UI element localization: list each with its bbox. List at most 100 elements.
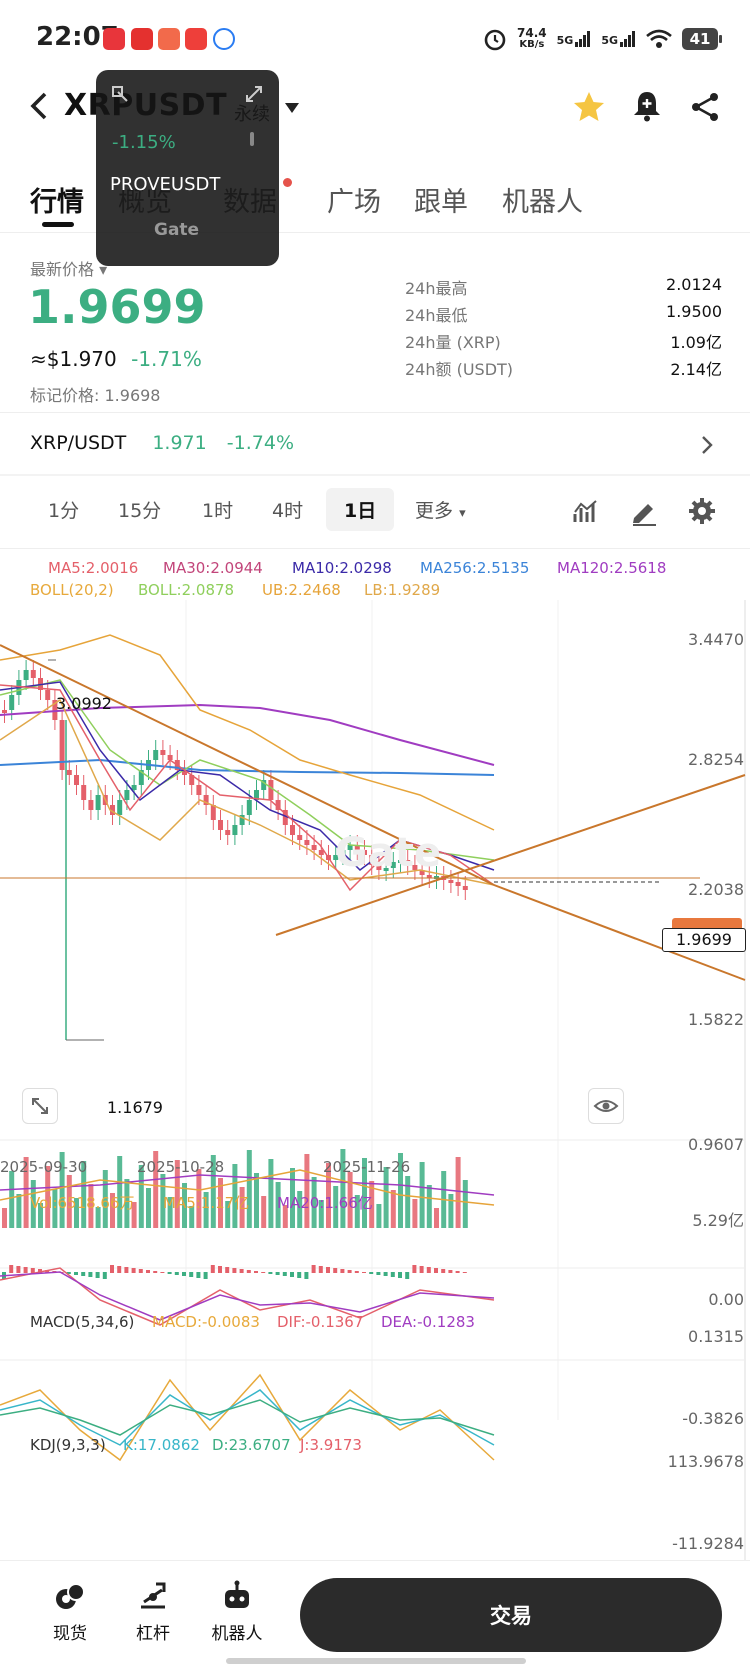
indicator-button[interactable] [572, 498, 600, 530]
usd-price: ≈$1.970 -1.71% [30, 347, 202, 371]
robot-icon [225, 1580, 249, 1608]
spot-pair-row[interactable]: XRP/USDT 1.971 -1.74% [30, 432, 294, 454]
volume-bar [462, 1180, 468, 1228]
volume-bar [218, 1178, 223, 1228]
fullscreen-button[interactable] [22, 1088, 58, 1124]
divider [0, 548, 750, 549]
candle [124, 790, 130, 800]
tab-copytrade[interactable]: 跟单 [414, 187, 468, 218]
nav-label: 现货 [53, 1624, 87, 1644]
macd-bar [210, 1265, 215, 1273]
chevron-right-icon[interactable] [700, 434, 714, 460]
macd-bar [88, 1272, 93, 1277]
dea-value: DEA:-0.1283 [381, 1313, 475, 1331]
app-notification-icon [185, 28, 207, 50]
timeframe-4h[interactable]: 4时 [272, 500, 304, 522]
volume-bar [412, 1199, 418, 1228]
timeframe-15m[interactable]: 15分 [118, 500, 162, 522]
candle [110, 805, 115, 815]
expand-icon[interactable] [244, 84, 264, 104]
timeframe-1d[interactable]: 1日 [326, 488, 395, 531]
spot-icon [56, 1583, 85, 1609]
divider [0, 474, 750, 476]
home-indicator[interactable] [226, 1658, 526, 1664]
latest-price-label: 最新价格 ▾ [30, 260, 108, 279]
chevron-down-icon[interactable] [285, 103, 299, 113]
volume-bar [189, 1206, 195, 1228]
candle [297, 835, 303, 840]
divider [0, 232, 750, 233]
draw-button[interactable] [630, 498, 658, 530]
volume-bar [290, 1168, 295, 1228]
candle [347, 845, 353, 850]
macd-bar [455, 1271, 460, 1273]
floating-ticker-popup[interactable]: -1.15% PROVEUSDT Gate [96, 70, 279, 266]
macd-axis-tick: -0.3826 [682, 1409, 744, 1428]
candle [311, 845, 317, 850]
timeframe-1h[interactable]: 1时 [202, 500, 234, 522]
timeframe-1m[interactable]: 1分 [48, 500, 80, 522]
visibility-button[interactable] [588, 1088, 624, 1124]
tab-square[interactable]: 广场 [327, 187, 381, 218]
macd-bar [347, 1270, 352, 1273]
candle [9, 695, 15, 710]
j-value: J:3.9173 [300, 1436, 362, 1454]
volume-bar [225, 1201, 231, 1228]
nav-robot[interactable]: 机器人 [202, 1580, 272, 1644]
candle [189, 775, 195, 785]
watermark: Gate [335, 830, 442, 876]
trade-button[interactable]: 交易 [300, 1578, 722, 1652]
volume-bar [131, 1202, 137, 1228]
alert-button[interactable] [632, 90, 662, 126]
macd-bar [441, 1269, 446, 1273]
lb-line [0, 698, 495, 886]
candle [131, 785, 137, 790]
kline-chart[interactable] [0, 600, 750, 1560]
stat-label: 24h额 (USDT) [405, 360, 514, 379]
candle [390, 862, 396, 868]
trend-line-down-ext [493, 884, 746, 981]
battery-icon: 41 [682, 28, 722, 50]
settings-button[interactable] [688, 497, 716, 529]
minimize-icon[interactable] [110, 84, 130, 104]
macd-bar [74, 1272, 78, 1275]
macd-bar [261, 1272, 266, 1273]
candle [369, 855, 375, 865]
kdj-axis-tick: -11.9284 [672, 1534, 744, 1553]
macd-bar [81, 1272, 86, 1276]
volume-bar [74, 1198, 79, 1228]
macd-bar [390, 1272, 395, 1277]
spot-price: 1.971 [152, 432, 207, 454]
macd-bar [138, 1269, 143, 1273]
stat-value: 1.09亿 [670, 333, 722, 352]
ma30-legend: MA30:2.0944 [163, 559, 263, 577]
candle [275, 800, 281, 810]
nav-spot[interactable]: 现货 [35, 1580, 105, 1644]
high-label: 3.0992 [56, 694, 112, 713]
candle [333, 855, 339, 860]
tab-badge-dot [283, 178, 292, 187]
volume-bar [38, 1203, 43, 1228]
vol-legend: Vol:6518.66万 [30, 1194, 135, 1212]
share-button[interactable] [690, 92, 720, 126]
boll-mid-legend: BOLL:2.0878 [138, 581, 235, 599]
macd-bar [290, 1272, 294, 1277]
macd-bar [362, 1272, 366, 1273]
k-line [0, 1389, 495, 1446]
nav-leverage[interactable]: 杠杆 [118, 1580, 188, 1644]
macd-bar [297, 1272, 302, 1278]
timeframe-more[interactable]: 更多 ▾ [415, 500, 466, 522]
favorite-button[interactable] [572, 90, 606, 128]
candle [196, 785, 202, 795]
ub-line [0, 634, 495, 831]
volume-bar [88, 1184, 94, 1228]
latest-price: 1.9699 [28, 280, 206, 334]
candle [354, 845, 360, 850]
volume-bar [232, 1164, 238, 1228]
vol-axis-tick: 0.00 [708, 1290, 744, 1309]
back-button[interactable] [28, 90, 50, 130]
leverage-icon [141, 1582, 166, 1609]
tab-market[interactable]: 行情 [30, 187, 84, 218]
tab-robot[interactable]: 机器人 [502, 187, 583, 218]
macd-bar [182, 1272, 186, 1276]
